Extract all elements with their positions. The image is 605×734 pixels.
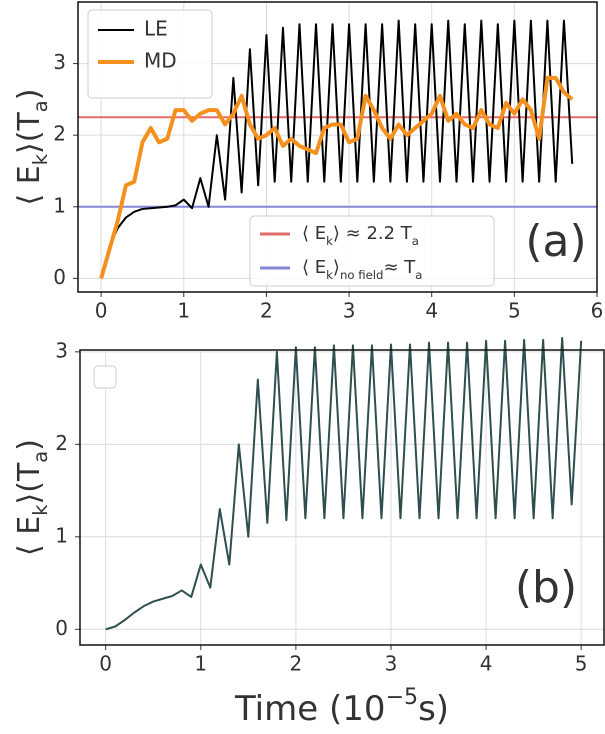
text-part: )	[12, 439, 47, 451]
x-tick-label: 1	[194, 652, 207, 676]
text-part: ⟨ E	[12, 165, 47, 205]
text-part: a	[29, 451, 52, 463]
y-axis-label: ⟨ Ek⟩(Ta)	[12, 89, 53, 206]
text-part: )	[12, 89, 47, 101]
text-part: ⟩ ≈ 2.2 T	[333, 223, 413, 244]
text-part: −5	[385, 684, 418, 710]
x-tick-label: 0	[99, 652, 112, 676]
legend-box	[87, 9, 213, 99]
y-tick-label: 0	[55, 616, 68, 640]
text-part: ⟨ E	[302, 257, 326, 278]
x-tick-label: 4	[425, 299, 438, 323]
y-axis-label: ⟨ Ek⟩(Ta)	[12, 439, 53, 556]
text-part: ⟨ E	[12, 516, 47, 556]
data-line	[105, 336, 583, 631]
x-tick-label: 3	[343, 299, 356, 323]
x-tick-label: 6	[591, 299, 604, 323]
text-part: no field	[340, 268, 384, 282]
x-tick-label: 0	[95, 299, 108, 323]
text-part: ⟩(T	[12, 112, 47, 154]
text-part: k	[29, 153, 52, 165]
legend-box	[249, 215, 495, 287]
legend-label: LE	[144, 17, 168, 41]
text-part: ≈ T	[383, 257, 416, 278]
x-tick-label: 5	[508, 299, 521, 323]
panel-annotation: (a)	[525, 216, 586, 267]
text-part: ⟩	[333, 257, 340, 278]
x-axis-label: Time (10−5s)	[234, 684, 449, 729]
legend-label: ⟨ Ek⟩ ≈ 2.2 Ta	[302, 223, 419, 248]
text-part: ⟨ E	[302, 223, 326, 244]
x-tick-label: 2	[260, 299, 273, 323]
text-part: Time (10	[234, 689, 386, 729]
x-tick-label: 3	[385, 652, 398, 676]
y-tick-label: 3	[53, 50, 66, 74]
text-part: a	[415, 268, 422, 282]
text-part: a	[29, 100, 52, 112]
y-tick-label: 0	[53, 265, 66, 289]
panel-annotation: (b)	[515, 562, 577, 613]
y-tick-label: 1	[55, 523, 68, 547]
x-tick-label: 2	[290, 652, 303, 676]
legend-label: MD	[144, 49, 177, 73]
y-tick-label: 1	[53, 193, 66, 217]
y-tick-label: 3	[55, 338, 68, 362]
y-tick-label: 2	[53, 122, 66, 146]
text-part: k	[29, 504, 52, 516]
text-part: ⟩(T	[12, 462, 47, 504]
text-part: k	[326, 234, 333, 248]
data-line	[99, 75, 574, 279]
x-tick-label: 1	[177, 299, 190, 323]
plot-frame	[77, 1, 598, 293]
plot-frame	[79, 349, 605, 646]
text-part: k	[326, 268, 333, 282]
data-line	[100, 19, 574, 279]
x-tick-label: 5	[575, 652, 588, 676]
legend-box	[93, 365, 117, 389]
text-part: s)	[418, 689, 449, 729]
text-part: a	[412, 234, 419, 248]
x-tick-label: 4	[480, 652, 493, 676]
legend-label: ⟨ Ek⟩no field≈ Ta	[302, 257, 422, 282]
y-tick-label: 2	[55, 431, 68, 455]
